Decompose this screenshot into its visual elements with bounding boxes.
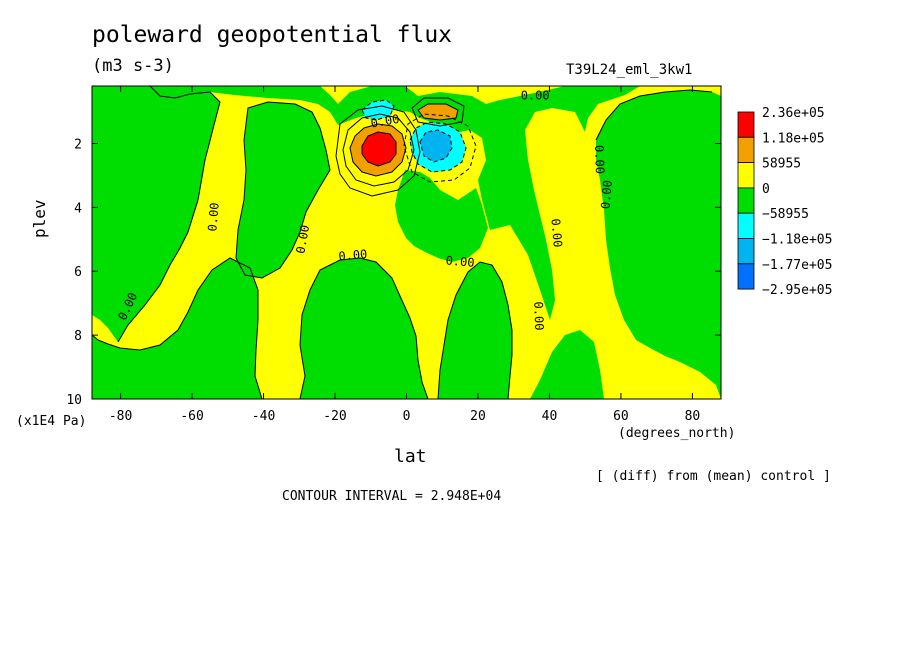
contour-line [335,105,421,197]
x-tick-label: 60 [613,409,629,424]
x-tick-label: 40 [542,409,558,424]
legend-label: −1.18e+05 [762,233,832,248]
green-region-left [92,86,220,342]
green-region-bottom-left [92,258,262,399]
contour-label-group: 0.00 [521,89,550,103]
legend-label: 58955 [762,157,801,172]
contour-line [92,257,263,399]
contour-label: 0.00 [370,112,401,131]
contour-label-group: 0.00 [445,253,475,269]
green-region-right-bottom [530,330,604,399]
contour-label-group: 0.00 [548,218,564,248]
y-tick-label: 8 [74,329,82,344]
contour-line [342,113,415,187]
contour-label-group: 0.00 [205,202,221,232]
contour-line [417,103,459,121]
lightblue-core [420,130,452,162]
x-tick-label: -40 [252,409,275,424]
chart-units: (m3 s-3) [92,56,174,76]
contour-label: 0.00 [293,224,312,255]
contour-label: 0.00 [592,145,607,174]
contour-line [403,113,477,183]
contour-label: 0.00 [531,301,546,330]
legend-label: 1.18e+05 [762,131,825,146]
contour-label: 0.00 [548,218,564,248]
contour-label-group: 0.00 [592,145,607,174]
run-label: T39L24_eml_3kw1 [566,62,693,78]
color-legend: 2.36e+05 1.18e+05 58955 0 −58955 −1.18e+05 −1.… [737,106,832,298]
contour-label: 0.00 [598,180,614,210]
contour-label: 0.00 [445,253,475,269]
contour-line [235,101,331,279]
contour-lines [92,86,713,399]
legend-label: −58955 [762,207,809,222]
legend-swatch [737,238,755,265]
x-tick-label: 20 [470,409,486,424]
contour-fill-layer [92,86,721,399]
legend-swatch [737,187,755,214]
legend-label: 0 [762,182,770,197]
legend-swatch [737,212,755,239]
contour-label-group: 0.00 [598,180,614,210]
contour-line [595,89,713,141]
contour-label: 0.00 [338,247,368,263]
chart-title: poleward geopotential flux [92,22,453,48]
y-tick-label: 4 [74,201,82,216]
contour-label: 0.00 [521,89,550,103]
contour-interval: CONTOUR INTERVAL = 2.948E+04 [282,489,502,504]
legend-swatch [737,162,755,189]
contour-label-group: 0.00 [293,224,312,255]
contour-line [361,99,395,121]
contour-line [361,131,397,167]
contour-label: 0.00 [205,202,221,232]
legend-label: 2.36e+05 [762,106,825,121]
x-axis-units: (degrees_north) [618,426,736,441]
x-axis-label: lat [394,446,427,467]
legend-swatch [737,136,755,164]
y-axis-units: (x1E4 Pa) [16,414,87,429]
y-axis-ticks: 2 4 6 8 10 [66,137,721,408]
difference-note: [ (diff) from (mean) control ] [596,469,831,484]
x-axis-ticks: -80 -60 -40 -20 0 20 40 60 80 [109,86,700,424]
x-tick-label: 0 [403,409,411,424]
green-region-center [395,170,488,262]
y-tick-label: 6 [74,265,82,280]
x-tick-label: -80 [109,409,132,424]
green-region-bottom-center2 [438,262,512,399]
x-tick-label: -20 [323,409,346,424]
green-region-bottom-center [300,258,428,399]
contour-label-group: 0.00 [338,247,368,263]
contour-line [419,129,453,163]
contour-labels: 0.00 0.00 0.00 0.00 0.00 0.00 0.00 0.00 0.00 0.00… [115,89,615,331]
contour-line [437,261,513,399]
red-core [362,132,396,166]
green-region-right [596,90,721,399]
contour-line [299,257,429,399]
x-tick-label: 80 [685,409,701,424]
legend-label: −2.95e+05 [762,283,832,298]
contour-label-group: 0.00 [531,301,546,330]
contour-label-group: 0.00 [370,112,401,131]
legend-label: −1.77e+05 [762,258,832,273]
green-region-top [150,86,640,320]
legend-swatch [737,111,755,138]
y-tick-label: 10 [66,393,82,408]
green-region-midleft [236,102,330,278]
x-tick-label: -60 [180,409,203,424]
contour-line [349,123,407,177]
contour-line [117,86,221,343]
legend-swatch [737,263,755,290]
contour-line [411,97,465,127]
y-tick-label: 2 [74,137,82,152]
